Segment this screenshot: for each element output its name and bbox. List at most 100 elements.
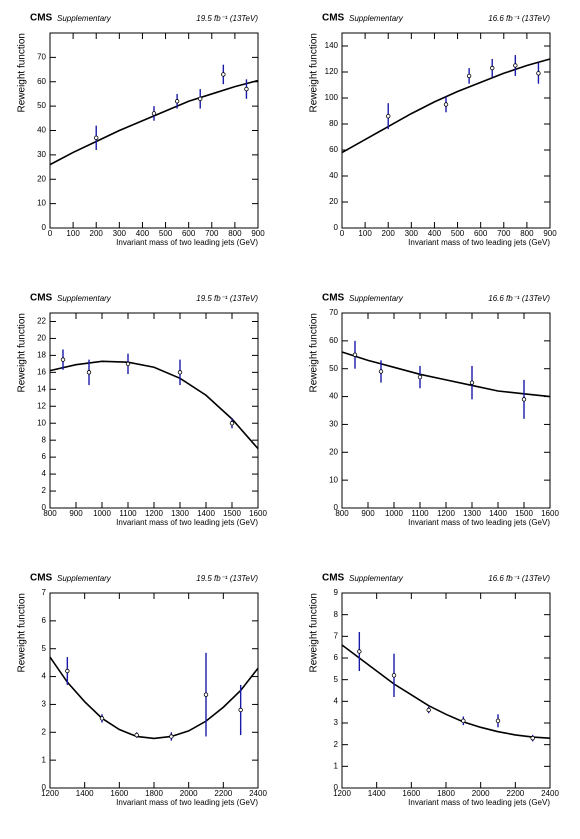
x-tick-label: 1600: [541, 509, 559, 518]
y-tick-label: 6: [42, 452, 47, 461]
y-tick-label: 6: [42, 616, 47, 625]
label: Supplementary: [57, 14, 112, 23]
y-tick-label: 8: [334, 610, 339, 619]
x-tick-label: 1200: [437, 509, 455, 518]
x-tick-label: 1200: [145, 509, 163, 518]
data-point: [134, 732, 139, 738]
brand: CMS: [322, 13, 345, 24]
y-tick-label: 100: [325, 93, 339, 102]
y-tick-label: 70: [37, 52, 46, 61]
x-axis-label: Invariant mass of two leading jets (GeV): [408, 518, 550, 527]
lumi: 16.6 fb⁻¹ (13TeV): [488, 294, 550, 303]
plot-frame: [341, 312, 551, 509]
label: Supplementary: [349, 574, 404, 583]
x-tick-label: 1600: [249, 509, 267, 518]
data-point: [238, 707, 243, 713]
x-tick-label: 2200: [214, 789, 232, 798]
y-tick-label: 40: [329, 171, 338, 180]
data-point: [203, 692, 209, 697]
data-point: [65, 668, 70, 674]
y-tick-label: 50: [329, 364, 338, 373]
data-point: [198, 96, 203, 102]
x-tick-label: 400: [428, 229, 442, 238]
x-tick-label: 900: [251, 229, 265, 238]
x-tick-label: 1100: [411, 509, 429, 518]
data-point: [99, 716, 105, 721]
plot-frame: [341, 592, 551, 789]
x-tick-label: 700: [205, 229, 219, 238]
y-tick-label: 3: [334, 718, 339, 727]
data-point: [530, 735, 535, 741]
x-tick-label: 600: [474, 229, 488, 238]
y-tick-label: 2: [334, 740, 339, 749]
data-point: [221, 72, 226, 77]
y-tick-label: 0: [334, 223, 339, 232]
y-axis-label: Reweight function: [309, 33, 320, 113]
y-tick-label: 0: [42, 223, 47, 232]
y-tick-label: 14: [37, 384, 46, 393]
x-tick-label: 0: [48, 229, 53, 238]
x-tick-label: 1400: [76, 789, 94, 798]
x-axis-label: Invariant mass of two leading jets (GeV): [408, 238, 550, 247]
brand: CMS: [322, 573, 345, 584]
y-tick-label: 120: [325, 67, 339, 76]
data-point: [125, 361, 131, 367]
x-axis-label: Invariant mass of two leading jets (GeV): [116, 238, 258, 247]
y-tick-label: 30: [37, 150, 46, 159]
x-tick-label: 1400: [368, 789, 386, 798]
label: Supplementary: [349, 14, 404, 23]
x-tick-label: 300: [405, 229, 419, 238]
x-tick-label: 1100: [119, 509, 137, 518]
x-tick-label: 500: [159, 229, 173, 238]
y-tick-label: 10: [329, 475, 338, 484]
fit-curve: [341, 644, 551, 739]
y-tick-label: 0: [42, 783, 47, 792]
data-point: [490, 65, 495, 71]
data-point: [378, 369, 384, 374]
y-tick-label: 60: [329, 145, 338, 154]
x-tick-label: 1800: [145, 789, 163, 798]
label: Supplementary: [349, 294, 404, 303]
y-tick-label: 22: [37, 317, 46, 326]
y-axis-label: Reweight function: [17, 593, 28, 673]
x-tick-label: 900: [543, 229, 557, 238]
data-point: [469, 380, 475, 385]
data-point: [244, 86, 249, 92]
y-tick-label: 30: [329, 420, 338, 429]
x-tick-label: 0: [340, 229, 345, 238]
data-point: [536, 71, 541, 76]
y-tick-label: 40: [329, 392, 338, 401]
x-tick-label: 1500: [515, 509, 533, 518]
data-point: [357, 649, 362, 654]
x-tick-label: 400: [136, 229, 150, 238]
lumi: 16.6 fb⁻¹ (13TeV): [488, 574, 550, 583]
data-point: [521, 397, 527, 402]
x-tick-label: 800: [520, 229, 534, 238]
y-tick-label: 3: [42, 700, 47, 709]
x-tick-label: 1600: [110, 789, 128, 798]
y-tick-label: 20: [37, 334, 46, 343]
y-axis-label: Reweight function: [309, 313, 320, 393]
y-tick-label: 60: [329, 336, 338, 345]
x-tick-label: 100: [358, 229, 372, 238]
x-tick-label: 2000: [180, 789, 198, 798]
fit-curve: [49, 360, 259, 450]
plot-frame: [49, 312, 259, 509]
x-axis-label: Invariant mass of two leading jets (GeV): [408, 798, 550, 807]
y-axis-label: Reweight function: [17, 33, 28, 113]
data-point: [151, 111, 157, 116]
y-tick-label: 80: [329, 119, 338, 128]
plot-frame: [49, 592, 259, 789]
data-point: [495, 718, 501, 724]
x-tick-label: 1800: [437, 789, 455, 798]
x-tick-label: 900: [361, 509, 375, 518]
y-tick-label: 20: [37, 174, 46, 183]
y-tick-label: 1: [42, 755, 47, 764]
fit-curve: [49, 79, 259, 166]
y-tick-label: 4: [334, 696, 339, 705]
x-tick-label: 2400: [249, 789, 267, 798]
data-point: [352, 352, 358, 357]
label: Supplementary: [57, 294, 112, 303]
brand: CMS: [30, 573, 53, 584]
